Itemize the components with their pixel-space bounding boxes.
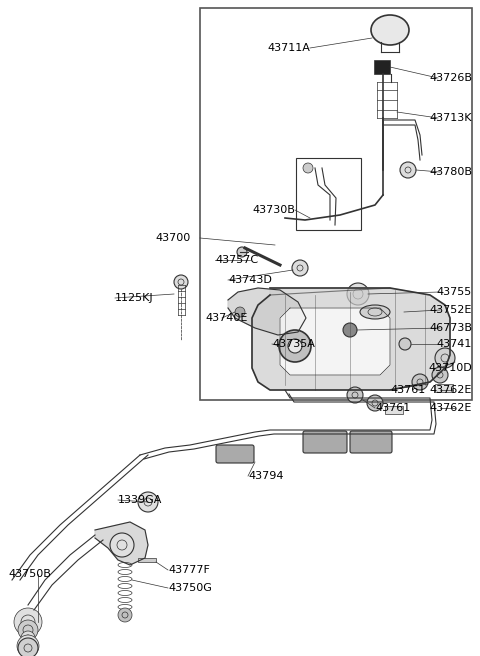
Circle shape xyxy=(292,260,308,276)
Polygon shape xyxy=(280,308,390,375)
Text: 43777F: 43777F xyxy=(168,565,210,575)
Text: 43700: 43700 xyxy=(155,233,190,243)
Text: 43713K: 43713K xyxy=(430,113,472,123)
Circle shape xyxy=(347,387,363,403)
Bar xyxy=(296,158,361,230)
Bar xyxy=(374,60,390,74)
Text: 43780B: 43780B xyxy=(429,167,472,177)
Text: 43757C: 43757C xyxy=(215,255,258,265)
Text: 43750G: 43750G xyxy=(168,583,212,593)
Circle shape xyxy=(235,307,245,317)
Text: 43755: 43755 xyxy=(437,287,472,297)
Bar xyxy=(138,558,156,562)
Text: 43711A: 43711A xyxy=(267,43,310,53)
Circle shape xyxy=(412,374,428,390)
Text: 43752E: 43752E xyxy=(430,305,472,315)
Text: 43794: 43794 xyxy=(248,471,284,481)
Bar xyxy=(385,406,403,414)
Circle shape xyxy=(21,631,35,645)
Circle shape xyxy=(432,367,448,383)
Circle shape xyxy=(14,608,42,636)
Bar xyxy=(435,384,453,392)
Circle shape xyxy=(17,635,39,656)
Circle shape xyxy=(237,247,247,257)
Circle shape xyxy=(400,162,416,178)
Text: 43730B: 43730B xyxy=(252,205,295,215)
Circle shape xyxy=(118,608,132,622)
Circle shape xyxy=(435,348,455,368)
Text: 43735A: 43735A xyxy=(272,339,315,349)
Ellipse shape xyxy=(360,305,390,319)
Polygon shape xyxy=(252,288,450,390)
Text: 43710D: 43710D xyxy=(428,363,472,373)
Text: 43741: 43741 xyxy=(437,339,472,349)
Bar xyxy=(200,8,472,400)
Circle shape xyxy=(138,492,158,512)
Circle shape xyxy=(367,395,383,411)
Text: 43750B: 43750B xyxy=(8,569,51,579)
Circle shape xyxy=(18,638,38,656)
Circle shape xyxy=(110,533,134,557)
FancyBboxPatch shape xyxy=(216,445,254,463)
Text: 43726B: 43726B xyxy=(429,73,472,83)
Ellipse shape xyxy=(371,15,409,45)
Circle shape xyxy=(174,275,188,289)
Text: 43762E: 43762E xyxy=(430,403,472,413)
Polygon shape xyxy=(228,288,306,335)
Circle shape xyxy=(288,339,302,353)
FancyBboxPatch shape xyxy=(350,431,392,453)
Text: 43743D: 43743D xyxy=(228,275,272,285)
FancyBboxPatch shape xyxy=(303,431,347,453)
Text: 43740E: 43740E xyxy=(205,313,247,323)
Text: 43761: 43761 xyxy=(390,385,425,395)
Circle shape xyxy=(18,620,38,640)
Text: 1339GA: 1339GA xyxy=(118,495,162,505)
Circle shape xyxy=(303,163,313,173)
Circle shape xyxy=(279,330,311,362)
Polygon shape xyxy=(95,522,148,565)
Text: 1125KJ: 1125KJ xyxy=(115,293,154,303)
Circle shape xyxy=(399,338,411,350)
Text: 43761: 43761 xyxy=(375,403,410,413)
Circle shape xyxy=(347,283,369,305)
Text: 43762E: 43762E xyxy=(430,385,472,395)
Circle shape xyxy=(343,323,357,337)
Text: 46773B: 46773B xyxy=(429,323,472,333)
